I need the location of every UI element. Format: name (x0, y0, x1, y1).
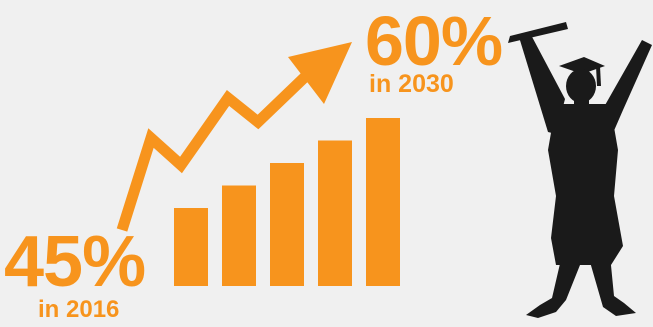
end-percentage: 60% (365, 2, 503, 80)
bar-5 (366, 118, 400, 286)
end-year-label: in 2030 (369, 70, 454, 98)
bar-1 (174, 208, 208, 286)
up-arrow-icon (116, 42, 352, 232)
graduate-silhouette-icon (508, 22, 652, 318)
bar-4 (318, 140, 352, 286)
start-year-label: in 2016 (38, 296, 120, 323)
bar-group (174, 118, 400, 286)
bar-2 (222, 185, 256, 286)
bar-3 (270, 163, 304, 286)
start-percentage: 45% (4, 222, 146, 302)
